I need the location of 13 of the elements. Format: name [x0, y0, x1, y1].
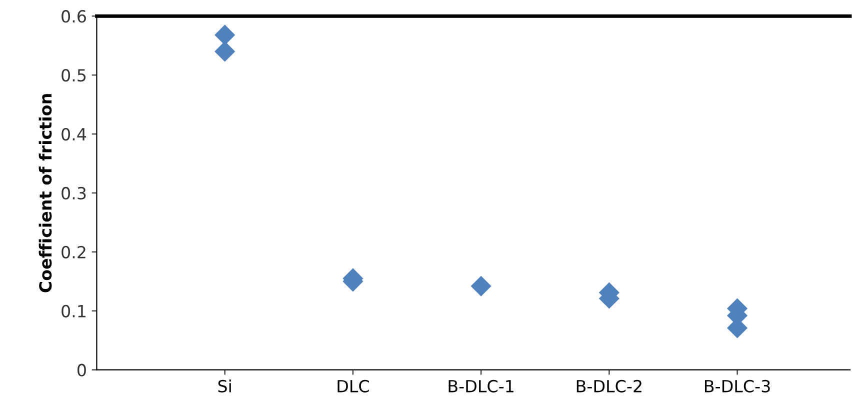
x-tick-label: B-DLC-1 [448, 380, 514, 392]
y-tick-label: 0.5 [62, 69, 86, 82]
x-tick-label: DLC [338, 380, 369, 392]
y-tick-label: 0.6 [62, 10, 86, 23]
y-tick-label: 0.4 [62, 128, 86, 141]
x-tick-label: Si [218, 380, 231, 392]
y-tick-label: 0.3 [62, 186, 86, 200]
y-tick-label: 0.1 [62, 304, 86, 318]
y-tick-label: 0.2 [62, 246, 86, 258]
x-tick-label: B-DLC-3 [704, 380, 770, 392]
y-axis-title: Coefficient of friction [38, 94, 52, 292]
x-tick-label: B-DLC-2 [576, 380, 642, 392]
y-tick-label: 0 [78, 364, 86, 376]
